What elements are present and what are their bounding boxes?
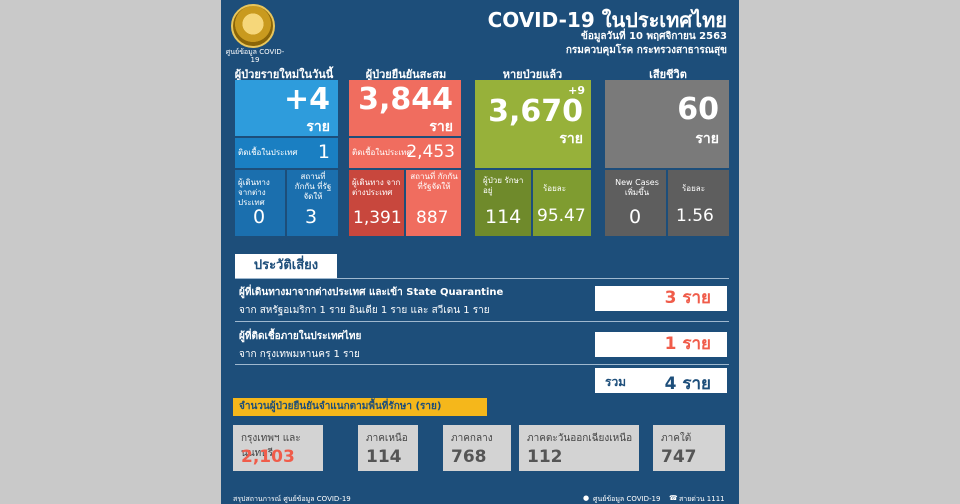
deaths-percent-card: ร้อยละ 1.56: [668, 170, 729, 236]
confirmed-travel-card: ผู้เดินทาง จากต่างประเทศ 1,391: [349, 170, 404, 236]
confirmed-heading: ผู้ป่วยยืนยันสะสม: [365, 68, 447, 81]
recovered-value: 3,670: [488, 94, 583, 129]
region-value: 112: [527, 447, 563, 467]
recovered-heading: หายป่วยแล้ว: [502, 68, 563, 81]
region-value: 2,103: [241, 447, 295, 467]
footer-hotline: สายด่วน 1111: [679, 495, 725, 503]
region-value: 747: [661, 447, 697, 467]
confirmed-local-card: ติดเชื้อในประเทศ 2,453: [349, 138, 461, 168]
region-name: กรุงเทพฯ และนนทบุรี: [241, 433, 301, 459]
footer-left: สรุปสถานการณ์ ศูนย์ข้อมูล COVID-19: [233, 495, 351, 503]
facebook-icon: ●: [583, 494, 590, 502]
new-local-label: ติดเชื้อในประเทศ: [238, 148, 298, 157]
page-title: COVID-19 ในประเทศไทย: [487, 8, 727, 32]
recovered-card: +9 3,670 ราย: [475, 80, 591, 168]
confirmed-quarantine-card: สถานที่ กักกัน ที่รัฐจัดให้ 887: [406, 170, 461, 236]
new-cases-value: +4: [283, 82, 330, 117]
footer-facebook: ศูนย์ข้อมูล COVID-19: [593, 495, 661, 503]
risk-item1-title: ผู้ที่เดินทางมาจากต่างประเทศ และเข้า Sta…: [239, 287, 504, 298]
region-name: ภาคตะวันออกเฉียงเหนือ: [527, 433, 633, 444]
recovered-delta: +9: [568, 84, 585, 97]
confirmed-local-value: 2,453: [406, 142, 455, 162]
confirmed-local-label: ติดเชื้อในประเทศ: [352, 148, 412, 157]
risk-item2-title: ผู้ที่ติดเชื้อภายในประเทศไทย: [239, 331, 362, 342]
risk-total-label: รวม: [605, 375, 627, 389]
deaths-value: 60: [677, 92, 719, 127]
new-cases-unit: ราย: [306, 119, 330, 135]
region-name: ภาคกลาง: [451, 433, 493, 444]
risk-total-value: 4 ราย: [664, 374, 711, 394]
region-value: 114: [366, 447, 402, 467]
new-local-value: 1: [317, 141, 330, 163]
hospital-value: 114: [485, 206, 522, 228]
risk-item1-detail: จาก สหรัฐอเมริกา 1 ราย อินเดีย 1 ราย และ…: [239, 305, 490, 316]
region-name: ภาคใต้: [661, 433, 692, 444]
deaths-card: 60 ราย: [605, 80, 729, 168]
deaths-new-label: New Cases เพิ่มขึ้น: [615, 178, 659, 197]
region-name: ภาคเหนือ: [366, 433, 408, 444]
risk-item2-value: 1 ราย: [595, 332, 727, 357]
phone-icon: ☎: [669, 494, 678, 502]
divider: [235, 321, 729, 322]
date-line: ข้อมูลวันที่ 10 พฤศจิกายน 2563: [580, 31, 727, 42]
risk-total-box: รวม 4 ราย: [595, 368, 727, 394]
infographic-poster: ศูนย์ข้อมูล COVID-19 COVID-19 ในประเทศไท…: [221, 0, 739, 504]
new-cases-heading: ผู้ป่วยรายใหม่ในวันนี้: [234, 68, 334, 81]
region-value: 768: [451, 447, 487, 467]
risk-item1-value: 3 ราย: [595, 286, 727, 311]
deaths-unit: ราย: [695, 131, 719, 147]
recovered-hospital-card: ผู้ป่วย รักษาอยู่ 114: [475, 170, 531, 236]
risk-item2-detail: จาก กรุงเทพมหานคร 1 ราย: [239, 349, 360, 360]
source-line: กรมควบคุมโรค กระทรวงสาธารณสุข: [565, 45, 727, 56]
recovered-unit: ราย: [559, 131, 583, 147]
region-card-central: ภาคกลาง 768: [443, 425, 511, 471]
recovered-percent-card: ร้อยละ 95.47: [533, 170, 591, 236]
region-card-bangkok: กรุงเทพฯ และนนทบุรี 2,103: [233, 425, 323, 471]
region-card-north: ภาคเหนือ 114: [358, 425, 418, 471]
new-travel-value: 0: [253, 206, 266, 228]
deaths-percent-value: 1.56: [676, 206, 714, 226]
recovered-percent-value: 95.47: [537, 206, 586, 226]
region-card-northeast: ภาคตะวันออกเฉียงเหนือ 112: [519, 425, 639, 471]
confirmed-travel-label: ผู้เดินทาง จากต่างประเทศ: [352, 178, 401, 197]
regions-heading: จำนวนผู้ป่วยยืนยันจำแนกตามพื้นที่รักษา (…: [233, 398, 487, 416]
confirmed-quarantine-value: 887: [416, 208, 449, 228]
new-cases-quarantine-card: สถานที่ กักกัน ที่รัฐจัดให้ 3: [287, 170, 338, 236]
confirmed-unit: ราย: [429, 119, 453, 135]
new-cases-travel-card: ผู้เดินทาง จากต่างประเทศ 0: [235, 170, 285, 236]
deaths-new-value: 0: [629, 206, 642, 228]
ministry-seal-logo: [231, 4, 275, 48]
divider: [235, 364, 729, 365]
divider: [235, 278, 729, 279]
confirmed-travel-value: 1,391: [353, 208, 402, 228]
new-quarantine-label: สถานที่ กักกัน ที่รัฐจัดให้: [294, 172, 332, 201]
recovered-percent-label: ร้อยละ: [543, 184, 566, 193]
deaths-heading: เสียชีวิต: [649, 68, 687, 81]
confirmed-value: 3,844: [358, 82, 453, 117]
risk-history-heading: ประวัติเสี่ยง: [235, 254, 337, 278]
new-cases-local-card: ติดเชื้อในประเทศ 1: [235, 138, 338, 168]
deaths-new-card: New Cases เพิ่มขึ้น 0: [605, 170, 666, 236]
deaths-percent-label: ร้อยละ: [682, 184, 705, 193]
region-card-south: ภาคใต้ 747: [653, 425, 725, 471]
new-cases-card: +4 ราย: [235, 80, 338, 136]
confirmed-card: 3,844 ราย: [349, 80, 461, 136]
confirmed-quarantine-label: สถานที่ กักกัน ที่รัฐจัดให้: [410, 172, 458, 191]
new-travel-label: ผู้เดินทาง จากต่างประเทศ: [238, 178, 270, 207]
seal-caption: ศูนย์ข้อมูล COVID-19: [225, 48, 285, 64]
new-quarantine-value: 3: [305, 206, 318, 228]
hospital-label: ผู้ป่วย รักษาอยู่: [483, 176, 524, 195]
